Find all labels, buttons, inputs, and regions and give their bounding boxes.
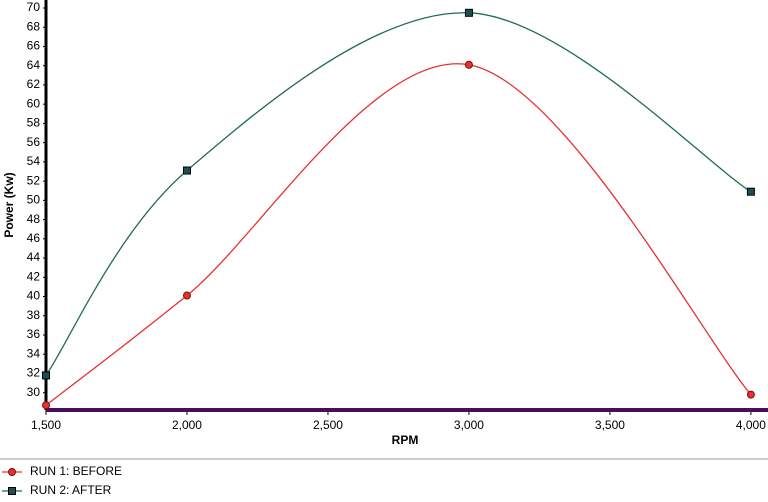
y-tick-label: 44 — [27, 250, 41, 264]
y-tick-label: 62 — [27, 77, 41, 91]
y-tick-label: 34 — [27, 346, 41, 360]
series-line — [45, 12, 752, 376]
marker — [42, 371, 50, 380]
x-tick-label: 1,500 — [31, 418, 61, 432]
x-axis-title: RPM — [392, 433, 419, 447]
marker — [42, 401, 50, 410]
x-tick-label: 4,000 — [736, 418, 766, 432]
y-tick-label: 38 — [27, 308, 41, 322]
y-tick-label: 30 — [27, 385, 41, 399]
y-tick-label: 46 — [27, 231, 41, 245]
y-tick-label: 40 — [27, 289, 41, 303]
y-tick-label: 60 — [27, 96, 41, 110]
y-tick-label: 64 — [27, 58, 41, 72]
y-axis-title: Power (Kw) — [2, 172, 16, 237]
y-tick-label: 66 — [27, 39, 41, 53]
marker — [464, 60, 473, 69]
y-tick-label: 58 — [27, 116, 41, 130]
y-tick-label: 68 — [27, 19, 41, 33]
y-tick-label: 52 — [27, 173, 41, 187]
marker — [182, 166, 191, 175]
marker — [8, 487, 16, 495]
y-tick-label: 70 — [27, 0, 41, 14]
x-tick-label: 3,000 — [454, 418, 484, 432]
y-tick-label: 42 — [27, 269, 41, 283]
marker — [182, 291, 191, 300]
y-tick-label: 36 — [27, 327, 41, 341]
y-tick-label: 48 — [27, 212, 41, 226]
legend-label: RUN 1: BEFORE — [30, 464, 122, 478]
y-tick-label: 54 — [27, 154, 41, 168]
y-tick-label: 50 — [27, 193, 41, 207]
marker — [746, 187, 755, 196]
x-tick-label: 2,500 — [313, 418, 343, 432]
x-tick-label: 2,000 — [172, 418, 202, 432]
x-tick-label: 3,500 — [595, 418, 625, 432]
y-tick-label: 32 — [27, 366, 41, 380]
legend-label: RUN 2: AFTER — [30, 483, 112, 497]
y-tick-label: 56 — [27, 135, 41, 149]
series-line — [45, 63, 752, 406]
marker — [464, 8, 473, 17]
marker — [746, 390, 755, 399]
marker — [8, 468, 16, 476]
